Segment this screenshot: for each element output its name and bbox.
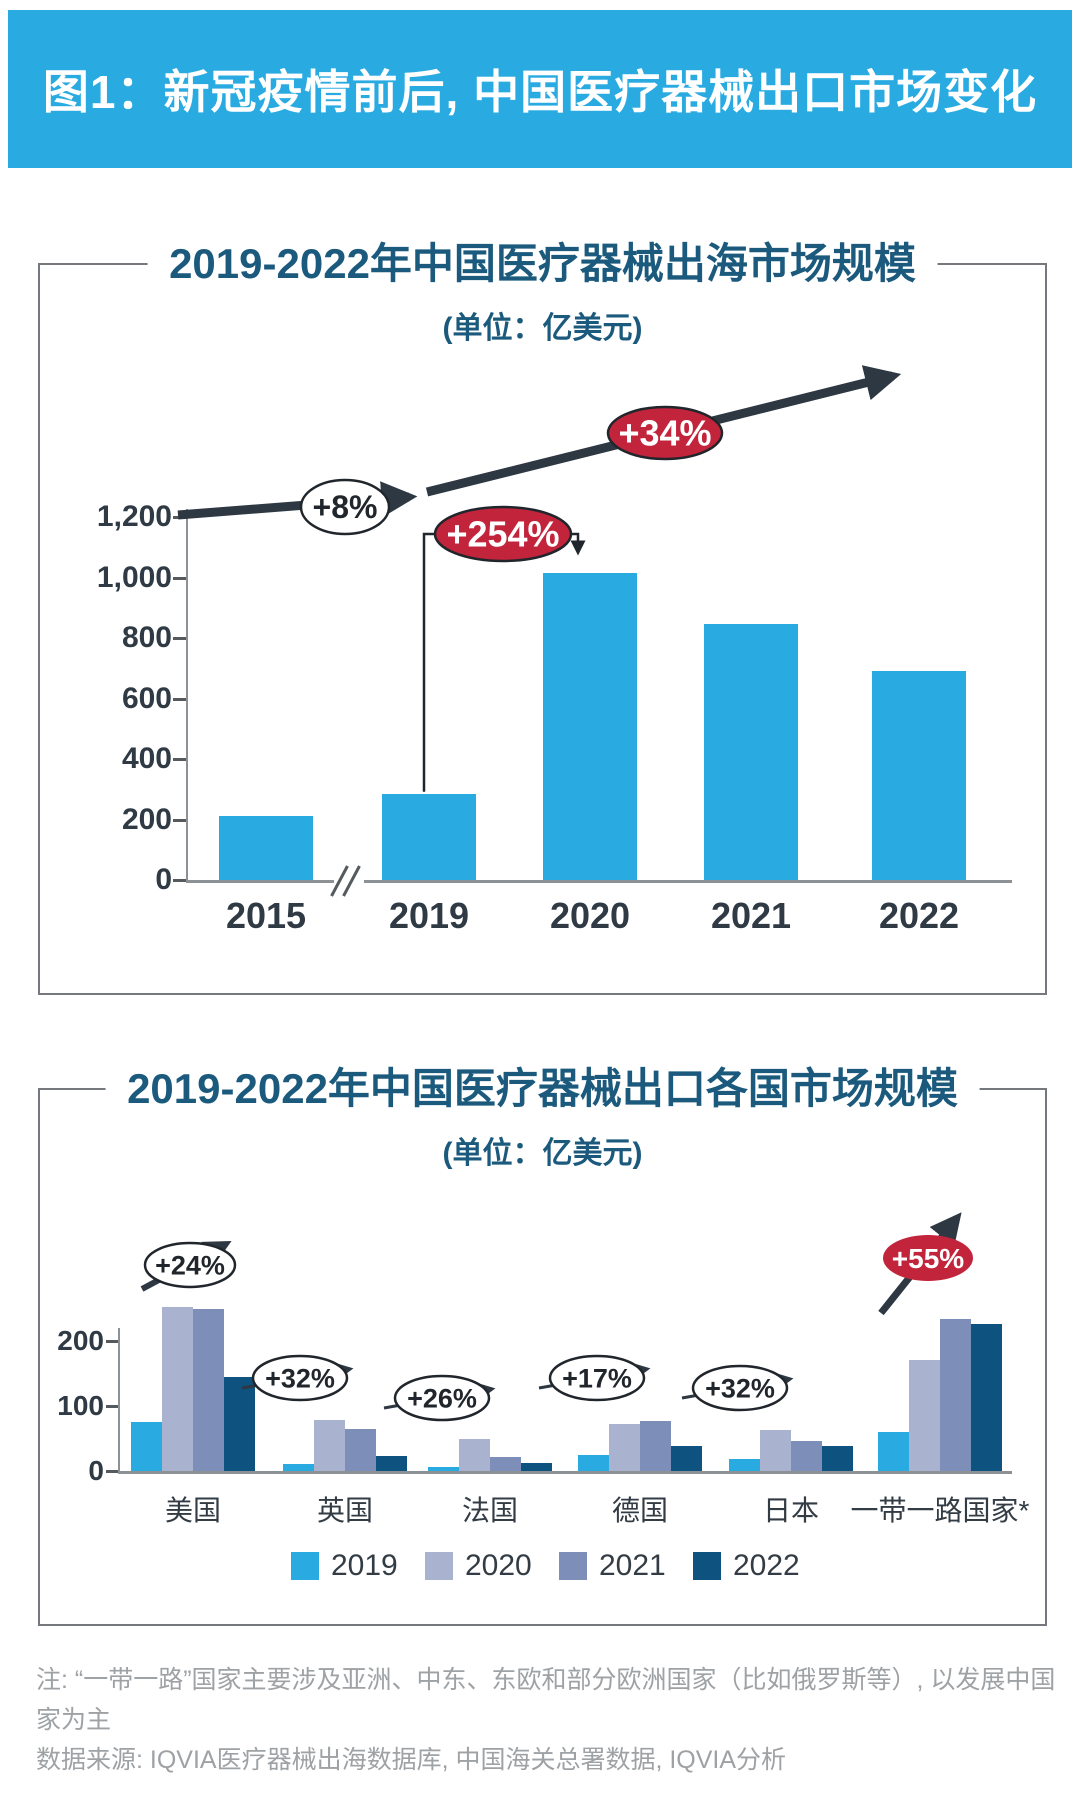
footnote-belt-and-road: 注: “一带一路”国家主要涉及亚洲、中东、东欧和部分欧洲国家（比如俄罗斯等）, … [36, 1666, 1056, 1734]
chart2-bar-2019-0 [131, 1422, 162, 1471]
legend-item-2019: 2019 [291, 1549, 425, 1583]
chart1-ytick-label: 800 [121, 621, 172, 654]
chart2-y-axis [118, 1328, 120, 1471]
chart1-ytick-label: 200 [121, 802, 172, 836]
chart2-title: 2019-2022年中国医疗器械出口各国市场规模 [105, 1064, 980, 1114]
chart2-bar-2020-2 [459, 1439, 490, 1471]
chart2-box: 2019-2022年中国医疗器械出口各国市场规模 (单位：亿美元) [38, 1064, 1047, 1626]
chart2-bar-2022-5 [971, 1324, 1002, 1471]
chart1-ytick-label: 0 [155, 863, 172, 896]
chart2-bar-2022-0 [224, 1376, 255, 1471]
chart2-legend: 2019 2020 2021 2022 [291, 1549, 827, 1583]
legend-swatch-2019 [291, 1552, 319, 1580]
chart1-title: 2019-2022年中国医疗器械出海市场规模 [147, 239, 938, 289]
chart2-bar-2022-4 [822, 1446, 853, 1471]
figure-title: 图1：新冠疫情前后, 中国医疗器械出口市场变化 [42, 66, 1038, 118]
chart2-subtitle: (单位：亿美元) [442, 1137, 643, 1170]
legend-label-2020: 2020 [465, 1549, 532, 1582]
chart2-bar-2021-5 [940, 1318, 971, 1471]
legend-label-2021: 2021 [599, 1549, 666, 1582]
chart2-bar-2021-2 [490, 1457, 521, 1471]
chart1-ytick [173, 697, 186, 701]
chart1-ytick [173, 818, 186, 822]
chart2-xlabel-5: 一带一路国家* [850, 1495, 1030, 1526]
legend-item-2020: 2020 [425, 1549, 559, 1583]
chart2-ytick [106, 1340, 118, 1343]
footnotes: 注: “一带一路”国家主要涉及亚洲、中东、东欧和部分欧洲国家（比如俄罗斯等）, … [36, 1660, 1080, 1780]
chart2-xlabel-4: 日本 [762, 1495, 819, 1526]
chart2-bar-2021-3 [640, 1420, 671, 1471]
chart1-xlabel-2022: 2022 [878, 895, 960, 936]
chart2-x-axis [118, 1471, 1012, 1474]
chart1-subtitle: (单位：亿美元) [442, 312, 643, 345]
chart2-xlabel-2: 法国 [461, 1495, 518, 1526]
chart1-bar-2019 [382, 793, 476, 880]
chart1-ytick-label: 400 [121, 742, 172, 775]
chart2-ytick-label: 100 [57, 1390, 104, 1421]
chart1-bar-2020 [543, 572, 637, 880]
chart1-xlabel-2019: 2019 [388, 895, 470, 936]
chart1-bar-2021 [704, 624, 798, 880]
legend-item-2021: 2021 [559, 1549, 693, 1583]
chart1-xlabel-2015: 2015 [225, 895, 307, 936]
chart1-ytick [173, 576, 186, 580]
chart2-ytick [106, 1405, 118, 1408]
chart2-bar-2021-4 [791, 1441, 822, 1471]
chart1-ytick [173, 879, 186, 882]
chart2-ytick-label: 0 [88, 1455, 104, 1486]
chart1-box: 2019-2022年中国医疗器械出海市场规模 (单位：亿美元) [38, 239, 1047, 995]
chart1-ytick-label: 1,200 [96, 500, 172, 533]
legend-swatch-2021 [559, 1552, 587, 1580]
chart1-ytick [173, 637, 186, 640]
figure-banner: 图1：新冠疫情前后, 中国医疗器械出口市场变化 [8, 10, 1072, 168]
chart2-bar-2020-1 [314, 1420, 345, 1471]
legend-swatch-2022 [693, 1552, 721, 1580]
legend-label-2019: 2019 [331, 1549, 398, 1582]
legend-label-2022: 2022 [733, 1549, 800, 1582]
chart1-xlabel-2021: 2021 [710, 895, 792, 936]
chart2-bar-2020-3 [609, 1424, 640, 1471]
chart1-ytick [173, 758, 186, 761]
chart2-bar-2019-2 [428, 1467, 459, 1471]
legend-item-2022: 2022 [693, 1549, 827, 1583]
chart2-bar-2021-0 [193, 1309, 224, 1471]
chart2-xlabel-1: 英国 [316, 1495, 373, 1526]
chart2-bar-2019-4 [729, 1459, 760, 1471]
chart2-bar-2019-5 [878, 1432, 909, 1471]
chart1-ytick [173, 516, 186, 519]
chart2-ytick [106, 1470, 118, 1473]
chart2-bar-2020-0 [162, 1307, 193, 1471]
chart2-xlabel-3: 德国 [611, 1495, 668, 1526]
chart2-bar-2022-3 [671, 1446, 702, 1471]
chart2-xlabel-0: 美国 [164, 1495, 221, 1526]
legend-swatch-2020 [425, 1552, 453, 1580]
chart1-y-axis [186, 509, 188, 880]
source-note: 数据来源: IQVIA医疗器械出海数据库, 中国海关总署数据, IQVIA分析 [36, 1746, 787, 1774]
chart1-xlabel-2020: 2020 [549, 895, 631, 936]
chart2-bar-2022-2 [521, 1463, 552, 1471]
chart2-bar-2020-4 [760, 1430, 791, 1471]
chart2-bar-2019-1 [283, 1463, 314, 1471]
chart1-ytick-label: 1,000 [96, 560, 172, 594]
chart1-bar-2015 [219, 816, 313, 880]
chart2-bar-2020-5 [909, 1359, 940, 1471]
chart1-x-axis [186, 880, 1012, 883]
chart1-bar-2022 [872, 671, 966, 880]
chart1-ytick-label: 600 [121, 681, 172, 715]
chart2-ytick-label: 200 [57, 1325, 104, 1356]
chart2-bar-2022-1 [376, 1456, 407, 1471]
chart2-bar-2019-3 [578, 1454, 609, 1471]
chart2-bar-2021-1 [345, 1429, 376, 1471]
